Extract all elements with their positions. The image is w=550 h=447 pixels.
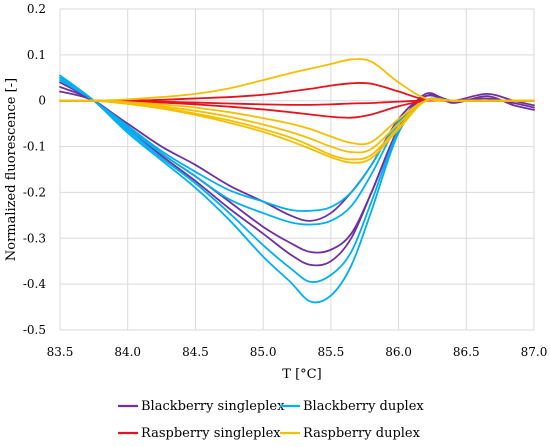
y-tick-label: -0.2: [23, 185, 46, 199]
y-tick-label: -0.5: [23, 323, 46, 337]
series-line-14: [59, 97, 535, 164]
x-tick-label: 83.5: [47, 345, 74, 359]
x-tick-label: 84.0: [114, 345, 141, 359]
x-tick-label: 85.0: [250, 345, 277, 359]
series-line-10: [59, 58, 535, 102]
y-tick-label: -0.1: [23, 140, 46, 154]
legend-label: Raspberry singleplex: [141, 426, 281, 441]
x-tick-label: 85.5: [317, 345, 344, 359]
legend: Blackberry singleplex Blackberry duplex Ra…: [118, 399, 424, 441]
y-tick-label: -0.3: [23, 231, 46, 245]
y-tick-label: -0.4: [23, 277, 47, 291]
x-tick-label: 86.0: [385, 345, 412, 359]
legend-label: Blackberry duplex: [303, 399, 424, 414]
legend-label: Raspberry duplex: [303, 426, 421, 441]
y-axis-label: Normalized fluorescence [-]: [4, 78, 19, 261]
x-tick-label: 87.0: [521, 345, 548, 359]
series-line-3: [59, 74, 535, 304]
tick-labels: 0.2 0.1 0 -0.1 -0.2 -0.3 -0.4 -0.583.5 84.0 84.5 8…: [23, 2, 548, 359]
x-tick-label: 86.5: [453, 345, 480, 359]
x-axis-label: T [°C]: [282, 367, 321, 382]
grid: [59, 8, 535, 331]
legend-label: Blackberry singleplex: [141, 399, 285, 414]
series-line-4: [59, 76, 535, 283]
series-lines: [59, 58, 535, 304]
y-tick-label: 0: [38, 94, 46, 108]
x-tick-label: 84.5: [182, 345, 209, 359]
y-tick-label: 0.1: [27, 48, 46, 62]
y-tick-label: 0.2: [27, 2, 46, 16]
series-line-0: [59, 90, 535, 254]
series-line-11: [59, 98, 535, 146]
